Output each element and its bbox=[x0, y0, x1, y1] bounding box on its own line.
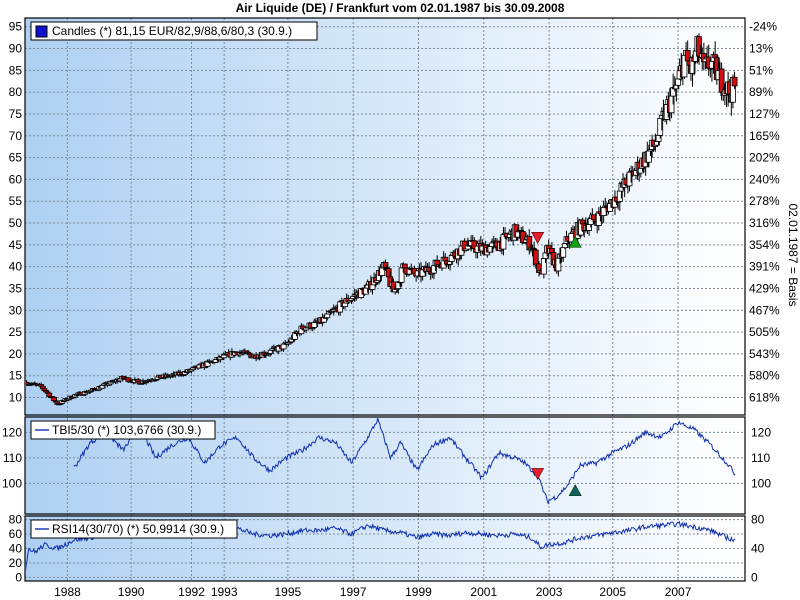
sell-signal bbox=[531, 232, 545, 244]
y-tick-label-left: 70 bbox=[9, 129, 23, 143]
right-axis-label: 02.01.1987 = Basis bbox=[786, 203, 800, 306]
legend-box bbox=[30, 519, 238, 539]
y-tick-label-left: 30 bbox=[9, 303, 23, 317]
y-tick-label-left: 20 bbox=[9, 556, 23, 570]
candle-body bbox=[324, 313, 331, 319]
legend-label: RSI14(30/70) (*) 50,9914 (30.9.) bbox=[52, 522, 224, 536]
y-tick-label-left: 60 bbox=[9, 172, 23, 186]
y-tick-label-right: -24% bbox=[749, 20, 777, 34]
panel-frame bbox=[24, 416, 746, 515]
y-tick-label-right: 467% bbox=[749, 303, 780, 317]
x-tick-label: 1990 bbox=[118, 585, 145, 599]
y-tick-label-left: 75 bbox=[9, 107, 23, 121]
panel-frame bbox=[24, 17, 746, 416]
y-tick-label-right: 89% bbox=[749, 85, 773, 99]
y-tick-label-right: 543% bbox=[749, 347, 780, 361]
y-tick-label-left: 0 bbox=[15, 570, 22, 584]
series bbox=[26, 33, 738, 572]
x-tick-label: 1995 bbox=[275, 585, 302, 599]
y-tick-label-left: 85 bbox=[9, 63, 23, 77]
y-tick-label-left: 100 bbox=[2, 476, 22, 490]
candle-body bbox=[401, 263, 408, 269]
legend-label: Candles (*) 81,15 EUR/82,9/88,6/80,3 (30… bbox=[52, 24, 292, 38]
tbi-line bbox=[73, 418, 736, 505]
y-tick-label-left: 25 bbox=[9, 325, 23, 339]
y-tick-label-right: 100 bbox=[751, 476, 771, 490]
legend-swatch bbox=[35, 25, 48, 38]
candle-body bbox=[560, 247, 567, 258]
y-tick-label-right: 51% bbox=[749, 63, 773, 77]
x-tick-label: 1993 bbox=[211, 585, 238, 599]
y-tick-label-right: 13% bbox=[749, 42, 773, 56]
buy-signal bbox=[568, 235, 582, 248]
y-tick-label-right: 316% bbox=[749, 216, 780, 230]
candle-body bbox=[342, 302, 348, 308]
y-tick-label-left: 15 bbox=[9, 369, 23, 383]
y-tick-label-left: 55 bbox=[9, 194, 23, 208]
y-tick-label-left: 40 bbox=[9, 260, 23, 274]
axes: 1988 1990 1992 1993 1995 1997 1999 2001 2003 2005… bbox=[2, 17, 780, 599]
y-tick-label-right: 580% bbox=[749, 369, 780, 383]
sell-signal bbox=[531, 468, 545, 481]
x-tick-label: 1988 bbox=[54, 585, 81, 599]
y-tick-label-left: 10 bbox=[9, 391, 23, 405]
tbi-series bbox=[73, 418, 736, 505]
y-tick-label-left: 40 bbox=[9, 542, 23, 556]
y-tick-label-left: 35 bbox=[9, 281, 23, 295]
y-tick-label-left: 90 bbox=[9, 42, 23, 56]
y-tick-label-right: 202% bbox=[749, 151, 780, 165]
y-tick-label-right: 240% bbox=[749, 172, 780, 186]
y-tick-label-right: 391% bbox=[749, 260, 780, 274]
x-tick-label: 2003 bbox=[536, 585, 563, 599]
y-tick-label-right: 80 bbox=[751, 513, 765, 527]
panel-frame bbox=[24, 515, 746, 582]
legend-label: TBI5/30 (*) 103,6766 (30.9.) bbox=[52, 423, 201, 437]
candle-body bbox=[369, 284, 376, 290]
y-tick-label-right: 40 bbox=[751, 542, 765, 556]
y-tick-label-right: 127% bbox=[749, 107, 780, 121]
y-tick-label-left: 120 bbox=[2, 425, 22, 439]
y-tick-label-left: 45 bbox=[9, 238, 23, 252]
x-tick-label: 2001 bbox=[470, 585, 497, 599]
chart-title: Air Liquide (DE) / Frankfurt vom 02.01.1… bbox=[236, 1, 565, 15]
y-tick-label-right: 429% bbox=[749, 281, 780, 295]
candle-body bbox=[532, 249, 539, 266]
plot-background bbox=[25, 18, 745, 581]
x-tick-label: 1992 bbox=[178, 585, 205, 599]
y-tick-label-right: 618% bbox=[749, 391, 780, 405]
y-tick-label-right: 120 bbox=[751, 425, 771, 439]
y-tick-label-left: 20 bbox=[9, 347, 23, 361]
y-tick-label-left: 95 bbox=[9, 20, 23, 34]
candle-body bbox=[731, 76, 738, 87]
y-tick-label-right: 110 bbox=[751, 451, 770, 465]
y-tick-label-left: 110 bbox=[3, 451, 22, 465]
candle-body bbox=[311, 322, 318, 328]
x-tick-label: 2005 bbox=[599, 585, 626, 599]
legends: Candles (*) 81,15 EUR/82,9/88,6/80,3 (30… bbox=[30, 21, 318, 539]
candle-body bbox=[600, 207, 607, 216]
y-tick-label-left: 50 bbox=[9, 216, 23, 230]
y-tick-label-right: 165% bbox=[749, 129, 780, 143]
x-tick-label: 1997 bbox=[340, 585, 367, 599]
candle-body bbox=[51, 396, 57, 402]
price-series bbox=[26, 33, 738, 406]
legend-box bbox=[30, 420, 216, 440]
y-tick-label-left: 65 bbox=[9, 151, 23, 165]
y-tick-label-right: 354% bbox=[749, 238, 780, 252]
y-tick-label-right: 0 bbox=[751, 570, 758, 584]
y-tick-label-left: 60 bbox=[9, 527, 23, 541]
legend-box bbox=[30, 21, 318, 41]
y-tick-label-left: 80 bbox=[9, 85, 23, 99]
y-tick-label-left: 80 bbox=[9, 513, 23, 527]
y-tick-label-right: 278% bbox=[749, 194, 780, 208]
x-tick-label: 1999 bbox=[405, 585, 432, 599]
x-tick-label: 2007 bbox=[665, 585, 692, 599]
y-tick-label-right: 505% bbox=[749, 325, 780, 339]
buy-signal bbox=[568, 484, 582, 497]
